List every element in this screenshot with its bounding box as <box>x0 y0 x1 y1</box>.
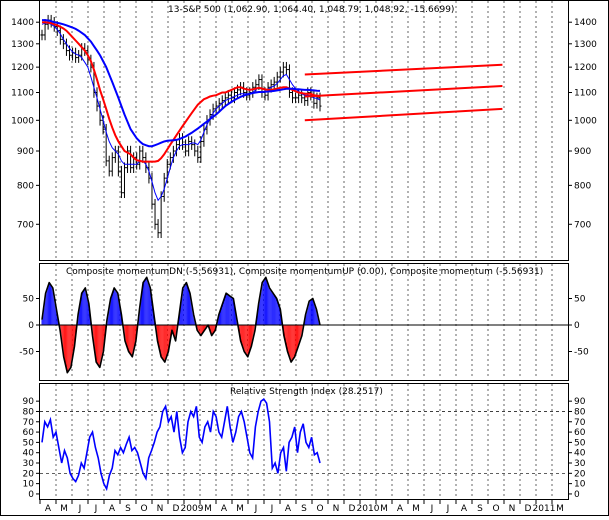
rsi-tick-label-right: 70 <box>574 418 586 428</box>
x-tick-label: A <box>109 504 116 514</box>
price-tick-label-left: 1200 <box>11 63 34 73</box>
vertical-gridlines <box>55 1 553 498</box>
x-tick-label: J <box>446 504 450 514</box>
rsi-tick-label-left: 80 <box>23 407 35 417</box>
x-tick-label: N <box>157 504 164 514</box>
x-tick-label: M <box>556 504 564 514</box>
ma-mid-line <box>42 21 321 163</box>
x-tick-label: M <box>380 504 388 514</box>
momentum-tick-label-left: -50 <box>19 348 34 358</box>
x-tick-label: O <box>492 504 499 514</box>
x-tick-label: A <box>45 504 52 514</box>
price-tick-label-left: 700 <box>17 220 34 230</box>
channel-line <box>304 84 503 98</box>
rsi-tick-label-left: 30 <box>23 459 35 469</box>
x-tick-label: J <box>254 504 258 514</box>
momentum-tick-label-left: 50 <box>23 295 35 305</box>
channel-line <box>304 63 503 76</box>
ma-short-line <box>41 22 321 202</box>
rsi-tick-label-left: 0 <box>28 490 34 500</box>
x-tick-label: D <box>525 504 532 514</box>
price-tick-label-left: 900 <box>17 147 34 157</box>
price-tick-label-right: 1400 <box>574 18 597 28</box>
rsi-tick-label-right: 80 <box>574 407 586 417</box>
x-tick-label: M <box>204 504 212 514</box>
price-tick-label-left: 1000 <box>11 116 34 126</box>
rsi-tick-label-left: 40 <box>23 449 35 459</box>
price-tick-label-right: 800 <box>574 181 591 191</box>
x-tick-label: J <box>430 504 434 514</box>
rsi-line <box>41 397 321 492</box>
x-tick-label: 2010 <box>357 504 380 514</box>
momentum-panel-frame <box>39 263 569 381</box>
channel-line <box>304 107 503 122</box>
rsi-tick-label-right: 60 <box>574 428 586 438</box>
price-tick-label-left: 800 <box>17 181 34 191</box>
momentum-tick-label-right: -50 <box>574 348 589 358</box>
price-tick-label-right: 900 <box>574 147 591 157</box>
momentum-tick-label-left: 0 <box>28 321 34 331</box>
price-tick-label-right: 1100 <box>574 89 597 99</box>
rsi-tick-label-right: 40 <box>574 449 586 459</box>
x-tick-label: J <box>270 504 274 514</box>
price-tick-label-right: 1000 <box>574 116 597 126</box>
price-tick-label-left: 1100 <box>11 89 34 99</box>
rsi-panel-frame <box>39 383 569 500</box>
ma-long-line <box>42 19 321 148</box>
x-tick-label: M <box>60 504 68 514</box>
x-tick-label: M <box>412 504 420 514</box>
price-panel-title: 13-S&P 500 (1,062.90, 1,064.40, 1,048.79… <box>168 5 454 15</box>
price-tick-label-right: 1200 <box>574 63 597 73</box>
price-tick-label-left: 1300 <box>11 40 34 50</box>
rsi-tick-label-left: 60 <box>23 428 35 438</box>
x-tick-label: O <box>140 504 147 514</box>
rsi-tick-label-left: 20 <box>23 469 35 479</box>
x-tick-label: 2009 <box>181 504 204 514</box>
rsi-tick-label-left: 50 <box>23 438 35 448</box>
rsi-tick-label-right: 50 <box>574 438 586 448</box>
x-tick-label: J <box>78 504 82 514</box>
rsi-tick-label-right: 90 <box>574 397 586 407</box>
x-tick-label: S <box>477 504 483 514</box>
rsi-tick-label-left: 10 <box>23 480 35 490</box>
momentum-tick-label-right: 50 <box>574 295 586 305</box>
x-tick-label: J <box>94 504 98 514</box>
rsi-tick-label-right: 10 <box>574 480 586 490</box>
x-tick-label: D <box>173 504 180 514</box>
x-tick-label: O <box>316 504 323 514</box>
rsi-tick-label-left: 70 <box>23 418 35 428</box>
momentum-line <box>41 276 321 374</box>
x-axis: A M J J A S O N D 2009 M A M J J A S O N D 2010 M A M J J A S O N D 201… <box>39 500 564 514</box>
x-tick-label: S <box>125 504 131 514</box>
rsi-tick-label-right: 20 <box>574 469 586 479</box>
rsi-tick-label-right: 30 <box>574 459 586 469</box>
x-tick-label: A <box>461 504 468 514</box>
rsi-tick-label-right: 0 <box>574 490 580 500</box>
rsi-tick-label-left: 90 <box>23 397 35 407</box>
x-tick-label: M <box>236 504 244 514</box>
x-tick-label: A <box>397 504 404 514</box>
x-tick-label: 2011 <box>533 504 556 514</box>
price-panel-frame <box>39 0 569 261</box>
x-tick-label: N <box>333 504 340 514</box>
x-tick-label: A <box>221 504 228 514</box>
momentum-panel-title: Composite momentumDN (-5.56931), Composi… <box>66 267 543 277</box>
rsi-layer <box>40 397 568 492</box>
price-tick-label-left: 1400 <box>11 18 34 28</box>
momentum-tick-label-right: 0 <box>574 321 580 331</box>
price-tick-label-right: 1300 <box>574 40 597 50</box>
x-tick-label: S <box>301 504 307 514</box>
x-tick-label: A <box>285 504 292 514</box>
x-tick-label: N <box>509 504 516 514</box>
price-tick-label-right: 700 <box>574 220 591 230</box>
momentum-layer <box>40 276 568 374</box>
price-layer <box>40 14 503 239</box>
rsi-panel-title: Relative Strength Index (28.2517) <box>230 387 383 397</box>
x-tick-label: D <box>349 504 356 514</box>
